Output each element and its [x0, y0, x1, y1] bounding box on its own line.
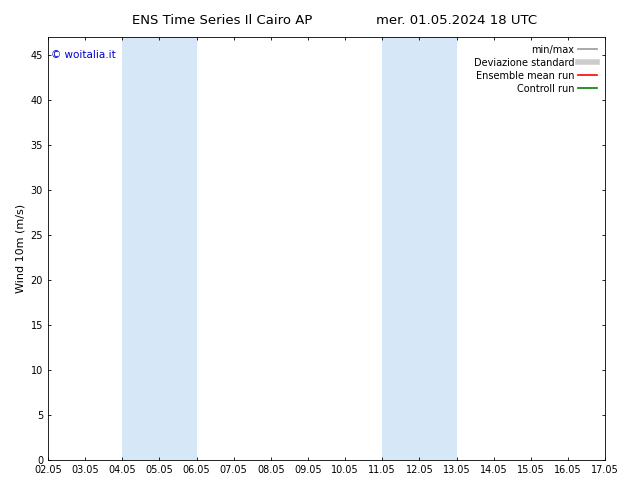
- Bar: [382, 37, 456, 460]
- Y-axis label: Wind 10m (m/s): Wind 10m (m/s): [15, 204, 25, 293]
- Text: © woitalia.it: © woitalia.it: [51, 50, 115, 60]
- Text: mer. 01.05.2024 18 UTC: mer. 01.05.2024 18 UTC: [376, 14, 537, 27]
- Text: ENS Time Series Il Cairo AP: ENS Time Series Il Cairo AP: [132, 14, 312, 27]
- Legend: min/max, Deviazione standard, Ensemble mean run, Controll run: min/max, Deviazione standard, Ensemble m…: [470, 42, 600, 97]
- Bar: [122, 37, 197, 460]
